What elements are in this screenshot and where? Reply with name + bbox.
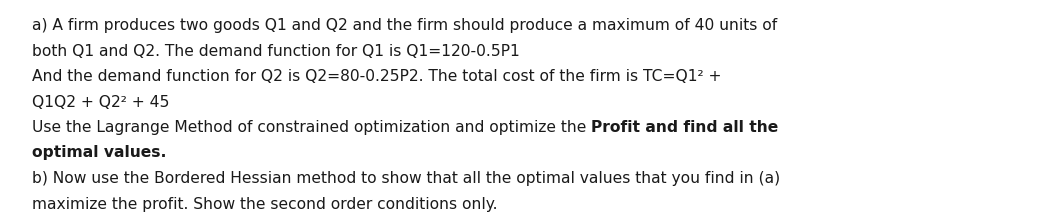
Text: optimal values.: optimal values. [32, 145, 166, 160]
Text: Use the Lagrange Method of constrained optimization and optimize the: Use the Lagrange Method of constrained o… [32, 120, 591, 135]
Text: b) Now use the Bordered Hessian method to show that all the optimal values that : b) Now use the Bordered Hessian method t… [32, 171, 781, 186]
Text: a) A firm produces two goods Q1 and Q2 and the firm should produce a maximum of : a) A firm produces two goods Q1 and Q2 a… [32, 18, 777, 33]
Text: maximize the profit. Show the second order conditions only.: maximize the profit. Show the second ord… [32, 196, 498, 211]
Text: Q1Q2 + Q2² + 45: Q1Q2 + Q2² + 45 [32, 95, 169, 109]
Text: Profit and find all the: Profit and find all the [591, 120, 778, 135]
Text: both Q1 and Q2. The demand function for Q1 is Q1=120-0.5P1: both Q1 and Q2. The demand function for … [32, 44, 520, 59]
Text: And the demand function for Q2 is Q2=80-0.25P2. The total cost of the firm is TC: And the demand function for Q2 is Q2=80-… [32, 69, 722, 84]
